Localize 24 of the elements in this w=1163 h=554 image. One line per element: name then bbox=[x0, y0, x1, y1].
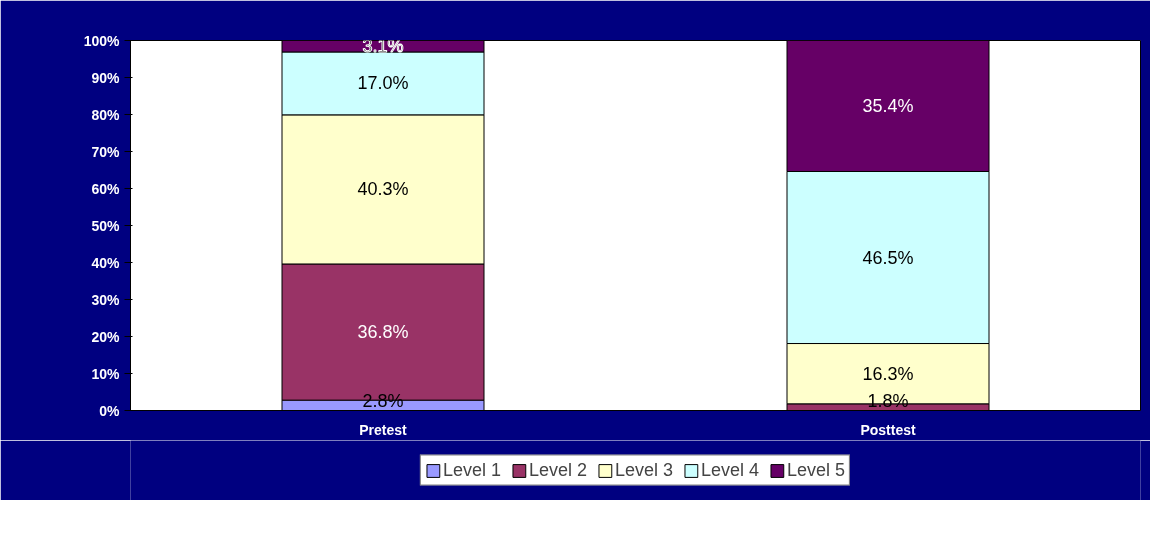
data-label: 36.8% bbox=[357, 322, 409, 343]
y-tick-label: 40% bbox=[91, 254, 121, 271]
y-tick-label: 100% bbox=[83, 32, 121, 49]
y-tick-label: 20% bbox=[91, 328, 121, 345]
y-tick-label: 30% bbox=[91, 291, 121, 308]
y-tick-label: 50% bbox=[91, 217, 121, 234]
legend-label: Level 2 bbox=[528, 459, 587, 481]
x-tick-label: Pretest bbox=[359, 421, 408, 438]
data-label: 16.3% bbox=[862, 363, 914, 384]
y-tick-label: 80% bbox=[91, 106, 121, 123]
legend-label: Level 4 bbox=[701, 459, 760, 481]
y-tick-label: 0% bbox=[99, 402, 121, 419]
legend-label: Level 3 bbox=[614, 459, 674, 481]
data-label: 46.5% bbox=[862, 247, 914, 268]
x-tick-label: Posttest bbox=[860, 421, 916, 438]
data-label: 35.4% bbox=[862, 95, 914, 116]
data-label: 17.0% bbox=[357, 73, 409, 94]
legend-label: Level 5 bbox=[787, 459, 846, 481]
y-tick-label: 90% bbox=[91, 69, 121, 86]
y-tick-label: 10% bbox=[91, 365, 121, 382]
y-tick-label: 60% bbox=[91, 180, 121, 197]
y-tick-label: 70% bbox=[91, 143, 121, 160]
data-label: 40.3% bbox=[357, 179, 409, 200]
legend-label: Level 1 bbox=[442, 459, 501, 481]
